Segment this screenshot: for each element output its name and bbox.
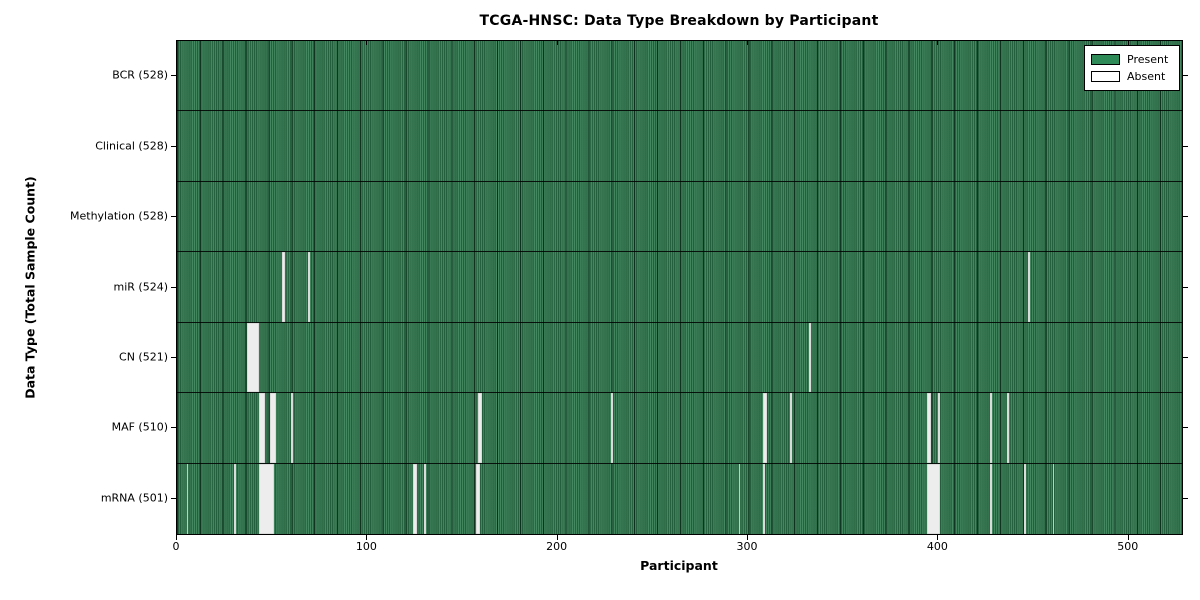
y-axis-tick — [1183, 145, 1188, 147]
y-tick-label-miR: miR (524) — [8, 280, 169, 293]
row-band-BCR — [177, 41, 1182, 112]
row-band-mRNA — [177, 463, 1182, 534]
x-tick-label-100: 100 — [355, 540, 377, 553]
y-tick-label-text: Clinical (528) — [95, 139, 168, 153]
legend-entry-absent: Absent — [1091, 68, 1173, 85]
chart-title: TCGA-HNSC: Data Type Breakdown by Partic… — [479, 13, 879, 29]
y-axis-tick — [1183, 497, 1188, 499]
absent-marker — [938, 393, 941, 463]
y-axis-tick — [1183, 286, 1188, 288]
absent-marker — [1027, 252, 1030, 322]
absent-marker — [291, 393, 294, 463]
x-axis-tick — [366, 41, 368, 45]
y-axis-label: Data Type (Total Sample Count) — [22, 176, 38, 399]
row-band-Methylation — [177, 182, 1182, 253]
absent-marker — [926, 463, 941, 534]
legend-entry-present: Present — [1091, 51, 1173, 68]
y-tick-label-CN: CN (521) — [8, 350, 168, 363]
absent-marker — [738, 463, 741, 534]
absent-marker — [308, 252, 311, 322]
absent-marker — [926, 393, 931, 463]
x-axis-tick — [937, 535, 939, 540]
absent-swatch — [1091, 71, 1120, 82]
x-axis-tick — [937, 41, 939, 45]
absent-marker — [281, 252, 286, 322]
x-axis-tick — [366, 535, 368, 540]
x-axis-tick — [176, 535, 177, 540]
absent-marker — [1052, 463, 1055, 534]
x-tick-label-500: 500 — [1117, 540, 1139, 553]
plot-area — [176, 40, 1183, 535]
x-axis-tick — [1127, 535, 1129, 540]
x-axis-tick — [747, 41, 749, 45]
legend-label: Present — [1127, 53, 1169, 66]
row-band-CN — [177, 322, 1182, 394]
y-tick-label-text: CN (521) — [119, 350, 168, 364]
x-axis-tick — [556, 41, 558, 45]
y-tick-label-MAF: MAF (510) — [8, 421, 168, 434]
x-axis-tick — [176, 41, 177, 45]
absent-marker — [1006, 393, 1009, 463]
x-tick-label-200: 200 — [546, 540, 568, 553]
y-tick-label-text: mRNA (501) — [100, 491, 168, 505]
x-axis-label: Participant — [640, 558, 718, 573]
x-axis-tick — [747, 535, 749, 540]
legend-label: Absent — [1127, 70, 1166, 83]
y-axis-tick — [1183, 216, 1188, 218]
absent-marker — [808, 322, 811, 393]
y-tick-label-text: MAF (510) — [111, 420, 168, 434]
absent-marker — [477, 393, 482, 463]
x-axis-tick — [1127, 41, 1129, 45]
y-tick-label-Clinical: Clinical (528) — [8, 139, 168, 152]
y-tick-label-text: BCR (528) — [112, 68, 168, 82]
y-axis-tick — [1183, 356, 1188, 358]
y-axis-tick — [171, 145, 176, 147]
y-axis-tick — [171, 356, 176, 358]
row-band-Clinical — [177, 111, 1182, 182]
y-axis-tick — [1183, 75, 1188, 77]
absent-marker — [247, 322, 259, 393]
y-axis-tick — [171, 75, 176, 77]
y-tick-label-Methylation: Methylation (528) — [8, 210, 168, 223]
y-tick-label-text: miR (524) — [113, 280, 169, 293]
y-axis-tick — [1183, 427, 1188, 429]
y-axis-tick — [171, 216, 176, 218]
absent-marker — [258, 463, 275, 534]
absent-marker — [789, 393, 792, 463]
absent-marker — [475, 463, 480, 534]
y-axis-tick — [171, 427, 176, 429]
absent-marker — [186, 463, 189, 534]
absent-marker — [989, 463, 992, 534]
x-tick-label-400: 400 — [926, 540, 948, 553]
absent-marker — [413, 463, 417, 534]
x-tick-label-300: 300 — [736, 540, 758, 553]
present-swatch — [1091, 54, 1120, 65]
row-band-MAF — [177, 393, 1182, 464]
y-tick-label-BCR: BCR (528) — [8, 69, 168, 82]
absent-marker — [270, 393, 276, 463]
absent-marker — [763, 463, 766, 534]
absent-marker — [234, 463, 236, 534]
absent-marker — [989, 393, 992, 463]
row-band-miR — [177, 252, 1182, 323]
absent-marker — [424, 463, 427, 534]
absent-marker — [610, 393, 613, 463]
legend: Present Absent — [1084, 45, 1180, 91]
x-axis-tick — [556, 535, 558, 540]
absent-marker — [258, 393, 265, 463]
x-tick-label-0: 0 — [172, 540, 180, 553]
y-tick-label-mRNA: mRNA (501) — [8, 491, 168, 504]
y-tick-label-text: Methylation (528) — [70, 209, 168, 223]
absent-marker — [763, 393, 768, 463]
absent-marker — [1024, 463, 1026, 534]
y-axis-tick — [171, 497, 176, 499]
y-axis-tick — [171, 286, 176, 288]
